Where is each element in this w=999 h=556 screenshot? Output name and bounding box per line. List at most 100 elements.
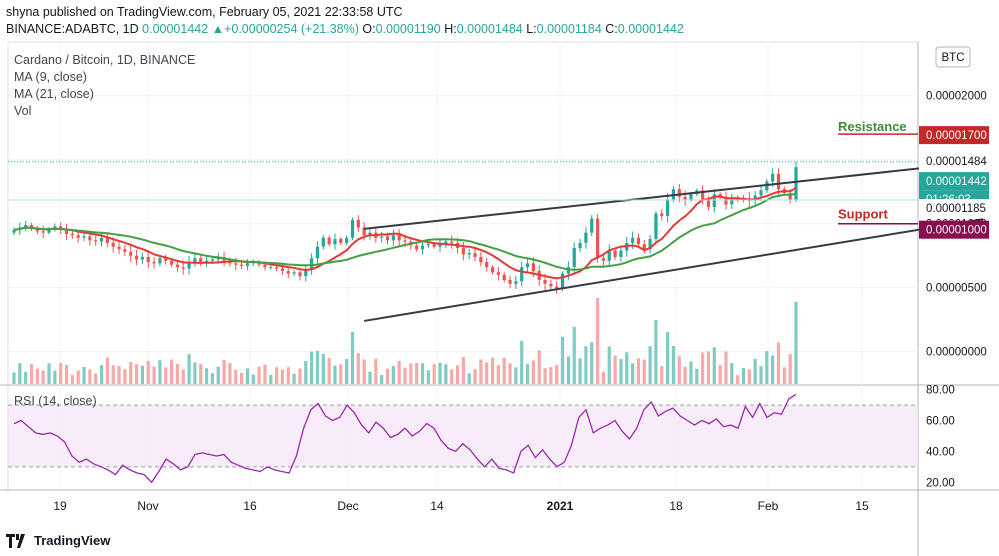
- volume-bar: [164, 367, 168, 384]
- candle-body: [560, 273, 565, 289]
- volume-bar: [391, 366, 395, 384]
- volume-bar: [275, 367, 279, 384]
- volume-bar: [12, 372, 16, 384]
- volume-bar: [607, 346, 611, 384]
- candle-body: [555, 286, 559, 289]
- currency-badge-label: BTC: [942, 52, 965, 64]
- tradingview-logo-icon: [6, 533, 25, 548]
- volume-bar: [771, 355, 775, 384]
- candle-body: [12, 230, 16, 233]
- candle-body: [520, 267, 524, 282]
- volume-bar: [718, 364, 722, 384]
- candle-body: [450, 241, 454, 243]
- candle-body: [123, 249, 127, 252]
- candle-body: [53, 226, 57, 229]
- candle-body: [187, 262, 191, 269]
- volume-bar: [187, 354, 191, 384]
- ohlc-line: BINANCE:ADABTC, 1D 0.00001442 ▲+0.000002…: [6, 21, 684, 38]
- candle-body: [269, 267, 273, 269]
- candle-body: [315, 246, 320, 259]
- volume-bar: [134, 364, 139, 384]
- volume-bar: [175, 364, 180, 384]
- tradingview-logo-text: TradingView: [34, 533, 111, 548]
- candle-body: [99, 237, 104, 242]
- ma9-legend: MA (9, close): [14, 70, 87, 84]
- resistance-price-label-box: [919, 126, 989, 145]
- volume-bar: [438, 362, 442, 384]
- volume-bar: [630, 363, 635, 384]
- volume-bar: [455, 365, 460, 384]
- volume-bar: [794, 301, 798, 384]
- candle-body: [590, 218, 594, 233]
- candle-body: [619, 250, 623, 257]
- candle-body: [420, 245, 425, 250]
- volume-bar: [385, 368, 390, 384]
- candle-body: [415, 245, 419, 250]
- volume-bar: [520, 340, 524, 384]
- currency-badge: [935, 46, 971, 68]
- volume-bar: [736, 375, 740, 384]
- candle-body: [41, 231, 45, 233]
- candle-body: [321, 237, 325, 247]
- volume-bar: [660, 365, 664, 384]
- volume-bar: [152, 366, 156, 384]
- volume-bar: [467, 373, 471, 384]
- volume-bar: [286, 367, 290, 384]
- chart-legend: Cardano / Bitcoin, 1D, BINANCE MA (9, cl…: [14, 52, 195, 120]
- volume-bar: [222, 359, 226, 384]
- low-price-label-box: [919, 199, 989, 218]
- candle-body: [82, 236, 86, 238]
- candle-body: [601, 258, 606, 261]
- high-price-label-box: [919, 151, 989, 170]
- candle-body: [759, 190, 763, 196]
- volume-bar: [502, 357, 506, 384]
- rsi-line: [13, 393, 797, 484]
- candle-body: [362, 227, 366, 236]
- low-price-label: 0.00001185: [926, 203, 986, 215]
- candle-body: [76, 235, 80, 238]
- candle-body: [771, 173, 775, 182]
- candle-body: [70, 233, 74, 236]
- channel-lower-line: [363, 218, 983, 322]
- candle-body: [134, 255, 139, 260]
- candle-body: [380, 236, 384, 238]
- time-tick-label: 19: [53, 499, 67, 513]
- tradingview-logo[interactable]: TradingView: [6, 533, 110, 548]
- volume-bar: [420, 363, 425, 384]
- volume-bar: [298, 368, 302, 384]
- volume-bar: [666, 332, 670, 384]
- last-price-label-box: [919, 172, 989, 191]
- volume-bar: [613, 355, 617, 384]
- volume-bar: [590, 342, 594, 384]
- candle-body: [531, 263, 535, 272]
- volume-bar: [683, 366, 687, 384]
- candle-body: [29, 224, 34, 229]
- volume-bar: [485, 362, 489, 384]
- volume-bar: [204, 368, 209, 384]
- candle-body: [706, 199, 711, 208]
- candle-body: [298, 272, 302, 277]
- candle-body: [595, 218, 600, 259]
- rsi-tick-label: 40.00: [926, 446, 955, 458]
- volume-bar: [47, 363, 51, 384]
- candle-body: [630, 237, 635, 243]
- volume-bar: [280, 369, 285, 384]
- volume-bar: [695, 368, 699, 384]
- volume-bar: [327, 358, 331, 384]
- volume-bar: [362, 359, 366, 384]
- candle-body: [724, 196, 728, 205]
- volume-bar: [730, 362, 734, 384]
- candle-body: [169, 260, 174, 265]
- candle-body: [648, 239, 652, 250]
- open-label: O:: [362, 22, 376, 36]
- volume-bar: [129, 361, 133, 384]
- candle-body: [543, 279, 547, 284]
- volume-bar: [572, 326, 576, 384]
- volume-bar: [689, 361, 693, 384]
- volume-bar: [514, 367, 518, 384]
- volume-bar: [759, 366, 763, 384]
- volume-bar: [648, 346, 652, 384]
- time-tick-label: Nov: [137, 499, 158, 513]
- volume-bar: [555, 365, 559, 384]
